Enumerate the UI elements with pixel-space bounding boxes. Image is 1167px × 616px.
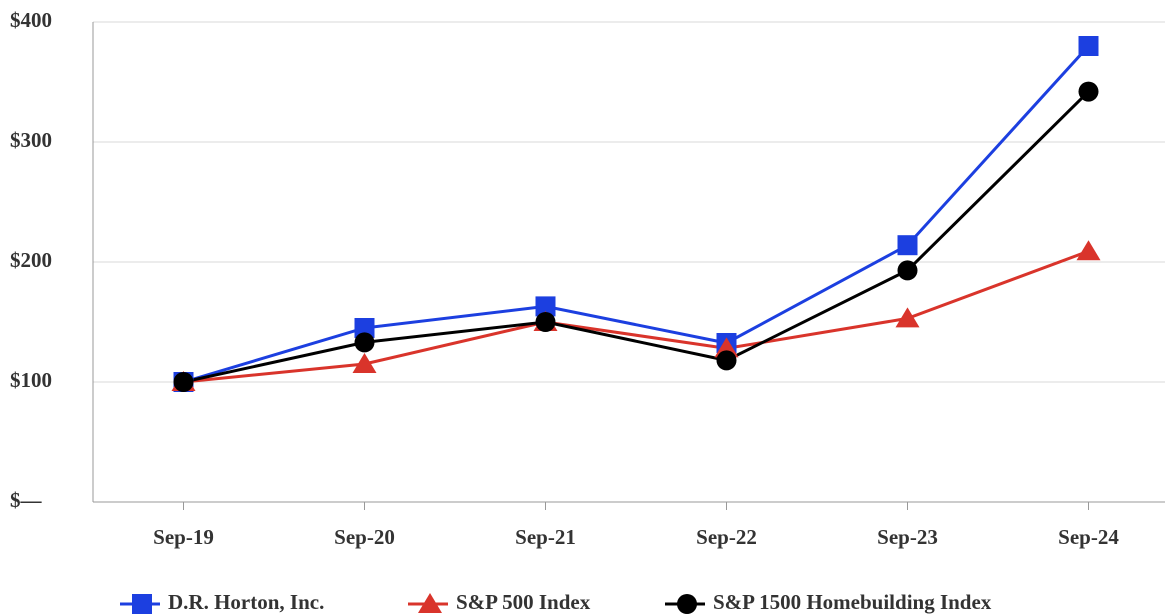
marker bbox=[677, 594, 697, 614]
marker bbox=[354, 318, 375, 338]
y-tick-label: $200 bbox=[10, 248, 52, 272]
y-tick-label: $100 bbox=[10, 368, 52, 392]
x-tick-label: Sep-19 bbox=[153, 525, 214, 549]
series-line bbox=[183, 44, 1090, 384]
marker bbox=[1078, 36, 1099, 56]
legend-label: S&P 1500 Homebuilding Index bbox=[713, 590, 992, 614]
marker bbox=[418, 593, 442, 613]
marker bbox=[535, 296, 556, 317]
legend-label: S&P 500 Index bbox=[456, 590, 591, 614]
marker bbox=[897, 235, 918, 256]
series-line bbox=[183, 249, 1090, 384]
x-tick-label: Sep-24 bbox=[1058, 525, 1119, 549]
y-tick-label: $300 bbox=[10, 128, 52, 152]
marker bbox=[535, 312, 556, 332]
marker bbox=[354, 332, 375, 353]
x-tick-label: Sep-20 bbox=[334, 525, 395, 549]
marker bbox=[352, 353, 377, 373]
marker bbox=[716, 350, 737, 371]
x-tick-label: Sep-22 bbox=[696, 525, 757, 549]
y-tick-label: $400 bbox=[10, 8, 52, 32]
marker bbox=[897, 260, 918, 281]
y-tick-label: $— bbox=[10, 488, 43, 512]
marker bbox=[132, 594, 152, 614]
x-tick-label: Sep-23 bbox=[877, 525, 938, 549]
legend-label: D.R. Horton, Inc. bbox=[168, 590, 324, 614]
x-tick-label: Sep-21 bbox=[515, 525, 576, 549]
marker bbox=[173, 372, 194, 392]
series-line bbox=[183, 90, 1090, 384]
marker bbox=[1078, 81, 1099, 102]
marker bbox=[895, 307, 920, 328]
marker bbox=[1076, 240, 1101, 261]
